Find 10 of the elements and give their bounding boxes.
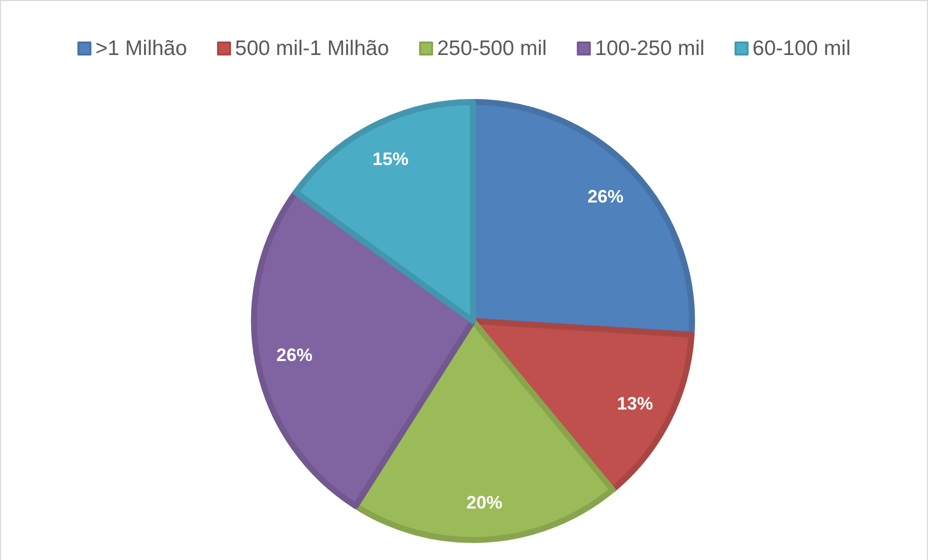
legend-label: 60-100 mil [752,37,851,60]
data-label: 20% [466,492,502,512]
data-label: 26% [587,186,624,207]
legend-label: >1 Milhão [95,37,188,60]
data-label: 13% [616,394,653,414]
legend-label: 100-250 mil [594,37,705,60]
data-label: 15% [372,149,408,170]
legend-label: 250-500 mil [437,37,547,60]
data-label: 26% [276,345,312,366]
legend-label: 500 mil-1 Milhão [235,37,390,60]
